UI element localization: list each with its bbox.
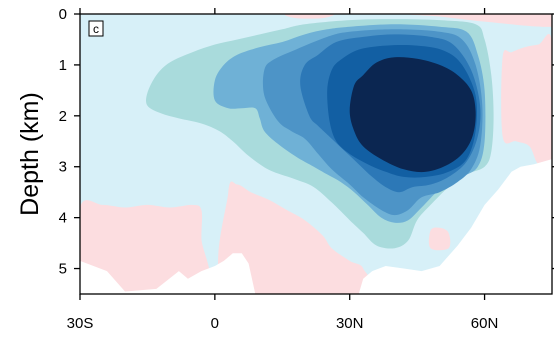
x-tick-label: 30S bbox=[67, 315, 94, 332]
negative-region-4 bbox=[428, 227, 451, 251]
plot-area bbox=[80, 14, 552, 294]
panel-label: c bbox=[93, 22, 99, 36]
contour-fills bbox=[146, 19, 494, 249]
y-tick-label: 4 bbox=[59, 210, 67, 227]
negative-region-5 bbox=[407, 14, 552, 27]
plot-frame bbox=[79, 13, 553, 295]
y-tick-label: 5 bbox=[59, 261, 67, 278]
negative-region-3 bbox=[501, 34, 552, 171]
y-axis-label: Depth (km) bbox=[16, 92, 44, 216]
y-tick-label: 3 bbox=[59, 159, 67, 176]
x-tick-label: 60N bbox=[471, 315, 499, 332]
negative-region-1 bbox=[80, 200, 211, 294]
negative-region-2 bbox=[218, 181, 374, 294]
negative-regions bbox=[80, 14, 552, 294]
panel-label-box: c bbox=[88, 20, 104, 37]
x-tick-label: 0 bbox=[211, 315, 219, 332]
x-tick-label: 30N bbox=[336, 315, 364, 332]
contour-fill-level-6 bbox=[349, 57, 476, 173]
negative-region-6 bbox=[284, 14, 334, 19]
y-tick-label: 0 bbox=[59, 6, 67, 23]
x-axis: 30S 0 30N 60N bbox=[67, 8, 499, 332]
ocean-floor-mask bbox=[80, 159, 552, 294]
y-tick-label: 2 bbox=[59, 108, 67, 125]
y-tick-label: 1 bbox=[59, 57, 67, 74]
